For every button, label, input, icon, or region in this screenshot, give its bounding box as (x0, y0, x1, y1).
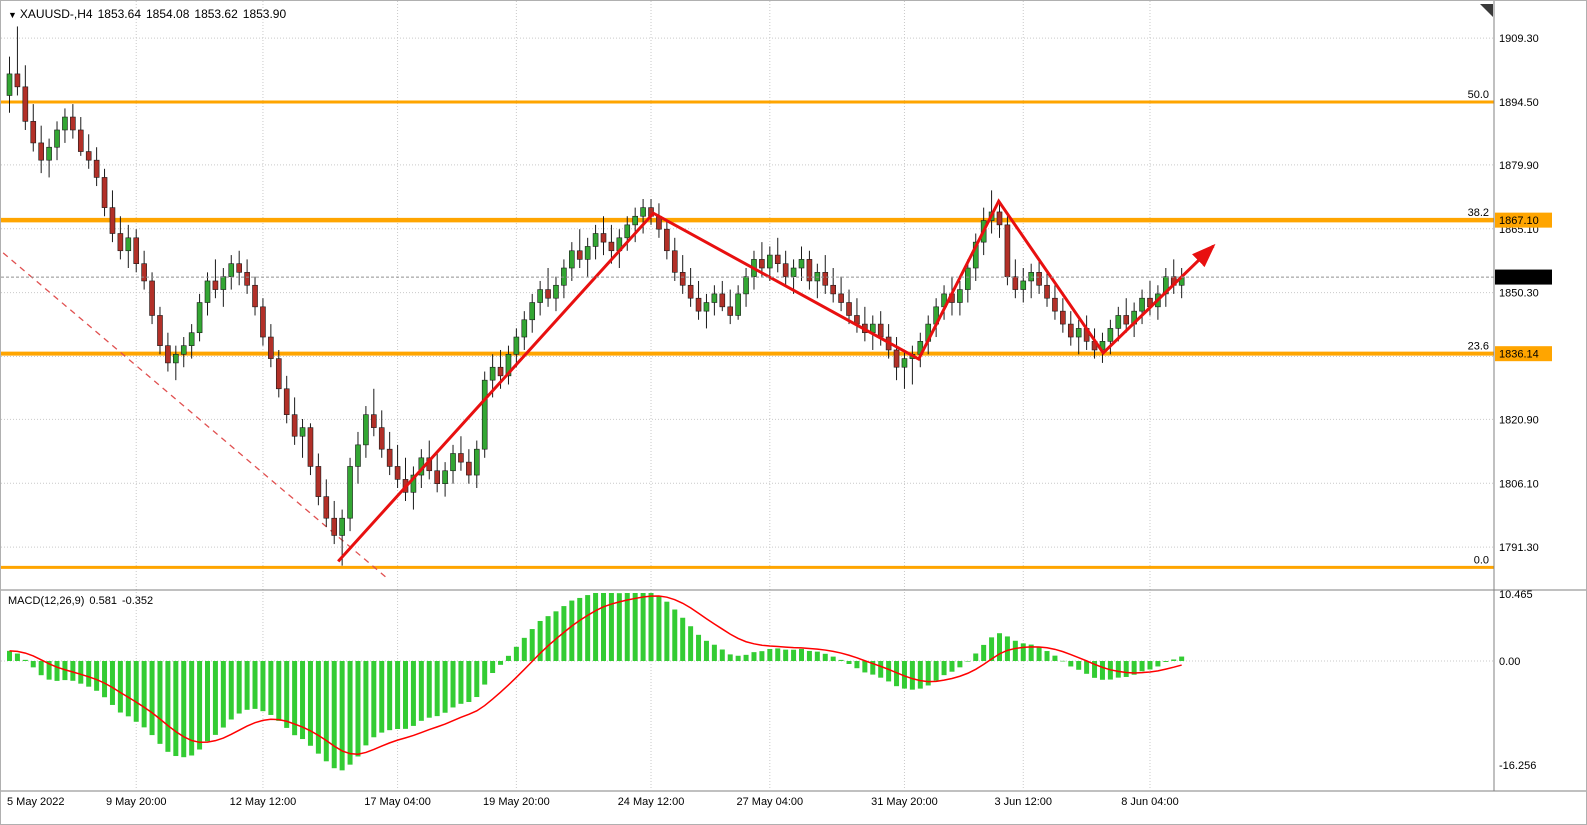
time-tick-label: 27 May 04:00 (736, 796, 803, 808)
price-tick-label: 1806.10 (1499, 478, 1539, 490)
time-tick-label: 31 May 20:00 (871, 796, 938, 808)
chart-shift-marker[interactable] (1480, 4, 1493, 17)
fibo-level-label: 23.6 (1468, 341, 1489, 353)
price-tick-label: 1791.30 (1499, 542, 1539, 554)
price-badge (1495, 346, 1552, 362)
macd-tick-label: 10.465 (1499, 589, 1533, 601)
descending-trendline[interactable] (2, 252, 389, 580)
grid-layer (1, 1, 1494, 788)
macd-main-value: 0.581 (89, 595, 117, 607)
fibonacci-layer[interactable]: 50.0 38.2 23.6 0.0 (1, 89, 1494, 569)
ohlc-low: 1853.62 (194, 7, 238, 21)
price-tick-label: 1850.30 (1499, 288, 1539, 300)
time-tick-label: 19 May 20:00 (483, 796, 550, 808)
macd-tick-label: 0.00 (1499, 656, 1520, 668)
price-badges-layer: 1867.10 1853.90 1836.14 (1495, 212, 1552, 362)
macd-indicator-label: MACD(12,26,9) 0.581 -0.352 (8, 595, 158, 607)
price-tick-label: 1879.90 (1499, 160, 1539, 172)
ohlc-open: 1853.64 (97, 7, 141, 21)
time-axis-layer: 5 May 2022 9 May 20:00 12 May 12:00 17 May … (7, 796, 1179, 808)
price-badge-label: 1836.14 (1499, 349, 1539, 361)
macd-name: MACD(12,26,9) (8, 595, 85, 607)
macd-signal-line (9, 595, 1182, 755)
time-tick-label: 24 May 12:00 (618, 796, 685, 808)
time-tick-label: 8 Jun 04:00 (1121, 796, 1179, 808)
time-tick-label: 17 May 04:00 (364, 796, 431, 808)
symbol-dropdown-icon[interactable]: ▼ (8, 10, 17, 20)
symbol-timeframe-label: XAUUSD-,H4 (19, 7, 93, 21)
frame-layer (1, 1, 1586, 792)
fibo-level-label: 38.2 (1468, 207, 1489, 219)
symbol-ohlc-readout: ▼ XAUUSD-,H4 1853.64 1854.08 1853.62 1853.90 (8, 7, 291, 21)
price-tick-label: 1820.90 (1499, 414, 1539, 426)
price-badge-label: 1853.90 (1499, 272, 1539, 284)
price-badge-label: 1867.10 (1499, 215, 1539, 227)
macd-tick-label: -16.256 (1499, 760, 1536, 772)
ohlc-high: 1854.08 (146, 7, 190, 21)
fibo-level-label: 50.0 (1468, 89, 1489, 101)
macd-axis-layer: 10.465 0.00 -16.256 (1499, 589, 1536, 772)
macd-signal-value: -0.352 (121, 595, 154, 607)
time-tick-label: 3 Jun 12:00 (995, 796, 1053, 808)
price-badge (1495, 212, 1552, 228)
macd-layer (7, 593, 1185, 771)
candles-layer (6, 26, 1185, 566)
ohlc-close: 1853.90 (242, 7, 287, 21)
time-tick-label: 5 May 2022 (7, 796, 64, 808)
time-tick-label: 12 May 12:00 (230, 796, 297, 808)
time-tick-label: 9 May 20:00 (106, 796, 167, 808)
price-badge (1495, 269, 1552, 285)
trend-arrows-layer[interactable] (337, 198, 1216, 563)
fibo-level-label: 0.0 (1474, 554, 1489, 566)
trend-arrow-zigzag[interactable] (337, 198, 1216, 563)
price-tick-label: 1909.30 (1499, 33, 1539, 45)
price-tick-label: 1894.50 (1499, 97, 1539, 109)
